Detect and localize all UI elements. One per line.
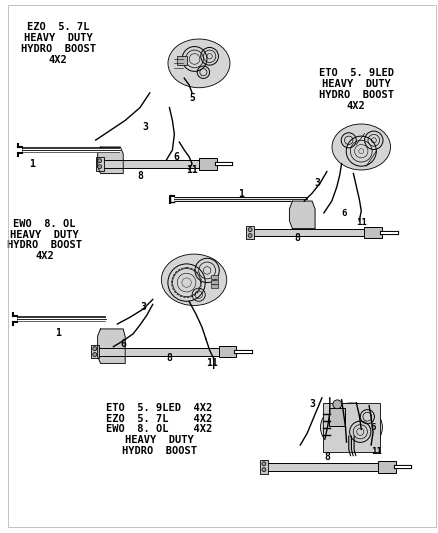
Text: ETO  5. 9LED  4X2: ETO 5. 9LED 4X2 [106, 403, 213, 413]
Text: 4X2: 4X2 [347, 101, 366, 111]
Bar [323, 402, 380, 452]
Text: 1: 1 [55, 328, 61, 338]
Text: 11: 11 [186, 165, 198, 175]
Text: 8: 8 [324, 452, 330, 462]
Ellipse shape [332, 124, 391, 170]
Bar [251, 229, 379, 237]
Circle shape [333, 400, 342, 409]
Text: HEAVY  DUTY: HEAVY DUTY [24, 33, 93, 43]
Bar [211, 285, 218, 288]
Bar [211, 275, 218, 279]
Text: 6: 6 [173, 152, 179, 162]
Bar [329, 408, 345, 425]
Bar [378, 461, 396, 473]
Text: 3: 3 [142, 122, 148, 132]
Text: HEAVY  DUTY: HEAVY DUTY [322, 79, 391, 89]
Text: HYDRO  BOOST: HYDRO BOOST [7, 240, 82, 251]
Text: HYDRO  BOOST: HYDRO BOOST [21, 44, 96, 54]
Bar [199, 158, 217, 169]
Bar [246, 225, 254, 239]
Circle shape [262, 462, 266, 466]
Text: HEAVY  DUTY: HEAVY DUTY [125, 435, 194, 445]
Text: 1: 1 [238, 189, 244, 199]
Text: 8: 8 [166, 353, 173, 364]
Ellipse shape [321, 403, 382, 451]
Circle shape [262, 467, 266, 472]
Circle shape [93, 352, 97, 357]
Text: HEAVY  DUTY: HEAVY DUTY [10, 230, 79, 240]
Text: 11: 11 [356, 218, 367, 227]
Bar [211, 280, 218, 284]
Text: HYDRO  BOOST: HYDRO BOOST [122, 446, 197, 456]
Ellipse shape [161, 254, 227, 305]
Ellipse shape [168, 39, 230, 88]
Polygon shape [98, 147, 123, 174]
Text: EZO  5. 7L: EZO 5. 7L [27, 22, 89, 32]
Bar [177, 56, 187, 65]
Text: 4X2: 4X2 [49, 54, 68, 64]
Bar [95, 348, 233, 356]
Circle shape [248, 233, 252, 238]
Text: ETO  5. 9LED: ETO 5. 9LED [319, 68, 394, 78]
Text: 6: 6 [120, 338, 126, 349]
Text: 6: 6 [371, 423, 376, 432]
Text: 11: 11 [371, 447, 381, 456]
Circle shape [98, 159, 102, 163]
Text: EWO  8. OL    4X2: EWO 8. OL 4X2 [106, 424, 213, 434]
Bar [95, 157, 103, 171]
Bar [219, 346, 237, 358]
Bar [91, 345, 99, 359]
Bar [265, 463, 393, 471]
Text: 3: 3 [309, 399, 315, 409]
Bar [364, 227, 382, 238]
Text: 8: 8 [137, 172, 143, 182]
Text: EWO  8. OL: EWO 8. OL [13, 219, 76, 229]
Text: 11: 11 [206, 358, 218, 368]
Text: 5: 5 [189, 93, 195, 103]
Circle shape [98, 165, 102, 168]
Text: HYDRO  BOOST: HYDRO BOOST [319, 90, 394, 100]
Circle shape [248, 228, 252, 231]
Circle shape [93, 346, 97, 351]
Text: 1: 1 [29, 159, 35, 169]
Text: EZO  5. 7L    4X2: EZO 5. 7L 4X2 [106, 414, 213, 424]
Bar [260, 460, 268, 473]
Text: 4X2: 4X2 [35, 251, 54, 261]
Bar [101, 160, 214, 168]
Polygon shape [98, 329, 125, 364]
Text: 3: 3 [140, 302, 146, 312]
Text: 6: 6 [341, 209, 346, 219]
Polygon shape [290, 201, 315, 229]
Text: 8: 8 [294, 233, 300, 244]
Text: 3: 3 [314, 179, 320, 188]
